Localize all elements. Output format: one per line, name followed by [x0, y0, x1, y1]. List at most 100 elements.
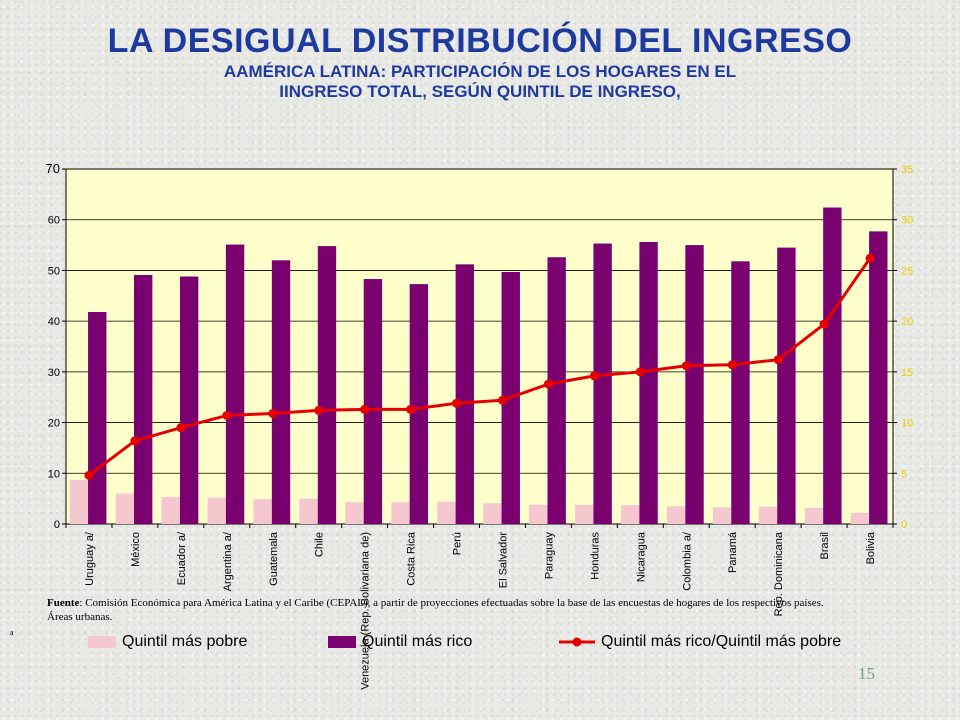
bar-poorest-quintile [69, 479, 89, 524]
bar-poorest-quintile [529, 504, 548, 524]
y2-tick-label: 0 [901, 519, 907, 531]
ratio-point [727, 360, 737, 370]
bar-richest-quintile [455, 264, 474, 524]
x-tick-label: Honduras [589, 532, 601, 580]
ratio-point [497, 395, 507, 405]
bar-richest-quintile [731, 261, 750, 524]
x-tick-label: Guatemala [268, 531, 280, 586]
y2-tick-label: 30 [901, 215, 913, 227]
plot-area [65, 168, 894, 525]
footnote-text: Áreas urbanas. [47, 611, 113, 623]
ratio-point [176, 423, 186, 433]
y2-tick-label: 35 [901, 164, 913, 176]
source-text: : Comisión Económica para América Latina… [79, 597, 824, 609]
y-tick-label: 70 [46, 161, 60, 176]
bar-richest-quintile [317, 246, 337, 525]
ratio-point [589, 371, 599, 381]
ratio-point [314, 405, 324, 415]
page-title: LA DESIGUAL DISTRIBUCIÓN DEL INGRESO [107, 22, 853, 60]
x-tick-label: Rep. Dominicana [773, 531, 785, 616]
y-tick-label: 0 [54, 519, 60, 531]
ratio-point [635, 367, 645, 377]
y2-tick-label: 20 [901, 316, 913, 328]
bar-poorest-quintile [712, 507, 732, 524]
page-number: 15 [858, 664, 875, 683]
bar-richest-quintile [593, 243, 612, 525]
ratio-point [222, 410, 232, 420]
x-tick-label: Paraguay [543, 532, 555, 580]
legend-item-poor: Quintil más pobre [88, 633, 247, 651]
chart-subtitle-line2: IINGRESO TOTAL, SEGÚN QUINTIL DE INGRESO… [279, 82, 681, 101]
ratio-point [865, 253, 875, 263]
bar-poorest-quintile [391, 502, 410, 524]
bar-poorest-quintile [345, 502, 364, 524]
y-tick-label: 20 [48, 418, 60, 430]
y2-tick-label: 15 [901, 367, 913, 379]
bar-poorest-quintile [207, 497, 226, 524]
bar-poorest-quintile [161, 497, 180, 524]
bar-richest-quintile [639, 242, 658, 524]
legend-swatch-ratio [559, 637, 595, 647]
bar-poorest-quintile [437, 501, 456, 524]
legend-label-rich: Quintil más rico [362, 633, 473, 650]
x-tick-label: Ecuador a/ [176, 531, 188, 585]
legend-item-rich: Quintil más rico [328, 633, 472, 651]
chart-subtitle-line1: AAMÉRICA LATINA: PARTICIPACIÓN DE LOS HO… [223, 62, 737, 81]
y2-tick-label: 10 [901, 418, 913, 430]
y-tick-label: 40 [48, 316, 60, 328]
bar-richest-quintile [225, 244, 245, 525]
y-tick-label: 60 [48, 215, 60, 227]
x-tick-label: El Salvador [497, 532, 509, 589]
ratio-point [130, 436, 140, 446]
bar-richest-quintile [363, 279, 383, 524]
ratio-point [452, 398, 462, 408]
legend-swatch-poor [88, 636, 116, 648]
bar-poorest-quintile [483, 503, 502, 524]
bar-poorest-quintile [253, 499, 272, 524]
y-tick-label: 10 [48, 468, 60, 480]
chart-legend: Quintil más pobre Quintil más rico Quint… [0, 633, 960, 657]
bar-richest-quintile [88, 312, 107, 524]
x-tick-label: Chile [314, 532, 326, 557]
x-tick-label: Panamá [727, 531, 739, 573]
y-tick-label: 30 [48, 367, 60, 379]
bar-richest-quintile [547, 257, 566, 524]
bar-poorest-quintile [850, 512, 870, 524]
bar-richest-quintile [409, 284, 429, 524]
bar-poorest-quintile [575, 504, 594, 524]
bar-richest-quintile [133, 274, 153, 524]
ratio-point [268, 408, 278, 418]
footnote-mark: a [10, 628, 14, 637]
bar-richest-quintile [777, 247, 796, 524]
x-tick-label: Bolivia [865, 531, 877, 564]
x-tick-label: Uruguay a/ [84, 531, 96, 586]
x-tick-label: Colombia a/ [681, 531, 693, 591]
bar-richest-quintile [271, 260, 291, 524]
bar-richest-quintile [823, 207, 842, 525]
y2-tick-label: 25 [901, 265, 913, 277]
ratio-point [406, 404, 416, 414]
legend-label-poor: Quintil más pobre [122, 633, 248, 650]
legend-item-ratio: Quintil más rico/Quintil más pobre [557, 633, 841, 651]
legend-swatch-rich [328, 636, 356, 648]
bar-richest-quintile [179, 276, 199, 524]
ratio-point [84, 470, 94, 480]
x-tick-label: Perú [452, 532, 464, 555]
bar-poorest-quintile [299, 498, 318, 524]
ratio-point [543, 379, 553, 389]
bar-poorest-quintile [804, 507, 824, 524]
bar-poorest-quintile [666, 506, 686, 524]
ratio-point [773, 355, 783, 365]
bar-poorest-quintile [621, 505, 640, 524]
ratio-point [819, 319, 829, 329]
x-tick-label: Argentina a/ [222, 531, 234, 591]
y2-tick-label: 5 [901, 468, 907, 480]
ratio-line [88, 257, 872, 477]
x-tick-label: Venezuela (Rep. Bolivariana de) [360, 532, 372, 690]
legend-label-ratio: Quintil más rico/Quintil más pobre [601, 633, 842, 650]
x-tick-label: Brasil [819, 532, 831, 560]
bar-poorest-quintile [758, 506, 778, 524]
bar-richest-quintile [685, 245, 704, 525]
y-tick-label: 50 [48, 265, 60, 277]
